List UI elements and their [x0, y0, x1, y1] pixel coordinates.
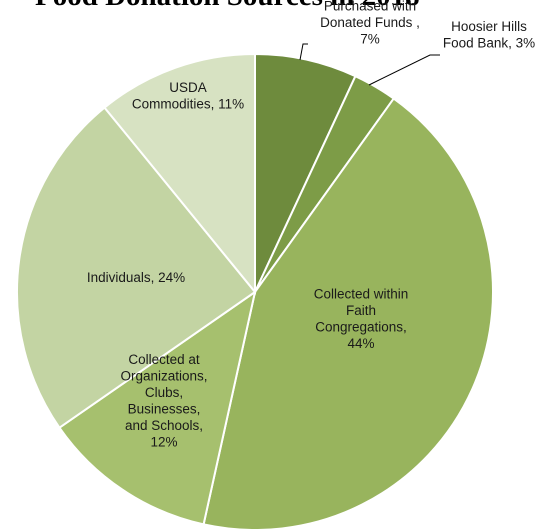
slice-label-3: Collected at Organizations, Clubs, Business… [120, 352, 207, 450]
slice-label-1: Hoosier Hills Food Bank, 3% [443, 19, 535, 51]
slice-label-4: Individuals, 24% [87, 270, 185, 285]
pie-slice-3 [58, 289, 257, 526]
slice-label-2: Collected within Faith Congregations, 44% [314, 286, 409, 351]
pie-slices [16, 52, 494, 529]
leader-lines [299, 43, 440, 86]
pie-slice-4 [16, 106, 257, 430]
slice-labels: Purchased with Donated Funds , 7% Hoosier H… [87, 0, 535, 449]
slice-label-0: Purchased with Donated Funds , 7% [320, 0, 420, 47]
leader-line-0 [299, 43, 308, 61]
pie-slice-2 [202, 97, 494, 529]
chart-title: Food Donation Sources in 2018 [0, 0, 548, 20]
leader-line-1 [368, 54, 440, 86]
slice-label-5: USDA Commodities, 11% [132, 80, 244, 112]
pie-slice-5 [103, 52, 256, 295]
pie-slice-0 [254, 52, 357, 293]
